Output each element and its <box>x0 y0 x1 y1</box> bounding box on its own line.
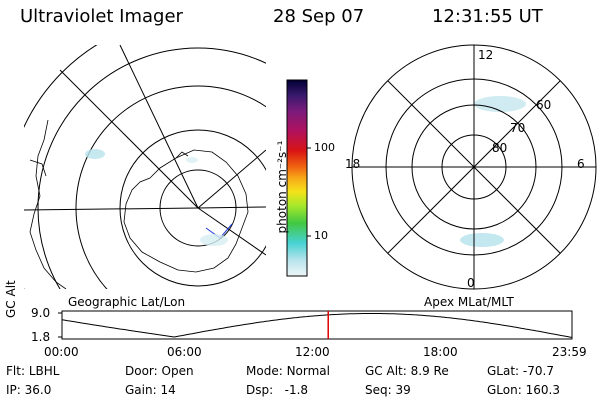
mlat-label-70: 70 <box>510 121 526 135</box>
continent-outline <box>29 119 67 289</box>
timeline-frame <box>61 310 573 340</box>
timeline-y-tick-min: 1.8 <box>31 330 51 344</box>
timeline-x-tick: 06:00 <box>167 345 202 359</box>
timeline-y-label: GC Alt <box>4 280 18 318</box>
colorbar <box>286 79 311 277</box>
mlt-label-12: 12 <box>478 48 494 62</box>
status-gain: Gain: 14 <box>125 383 176 397</box>
colorbar-tick-100: 100 <box>314 141 335 154</box>
mlat-label-60: 60 <box>536 98 552 112</box>
aurora-patch <box>200 234 228 246</box>
status-gc-alt: GC Alt: 8.9 Re <box>365 364 449 378</box>
mlt-label-18: 18 <box>345 157 361 171</box>
status-door: Door: Open <box>125 364 194 378</box>
timeline-x-tick: 00:00 <box>44 345 79 359</box>
aurora-patch <box>85 149 105 159</box>
colorbar-scale <box>286 79 308 277</box>
aurora-patch <box>474 96 526 112</box>
left-map-label: Geographic Lat/Lon <box>68 295 186 309</box>
timeline-x-tick: 18:00 <box>423 345 458 359</box>
mlat-label-80: 80 <box>492 141 508 155</box>
timeline-x-tick: 12:00 <box>295 345 330 359</box>
mlt-label-6: 6 <box>577 157 585 171</box>
status-ip: IP: 36.0 <box>6 383 52 397</box>
time-label: 12:31:55 UT <box>432 6 543 27</box>
colorbar-unit-label: photon cm⁻²s⁻¹ <box>275 140 289 234</box>
instrument-title: Ultraviolet Imager <box>20 6 183 27</box>
antarctica-outline <box>123 149 249 273</box>
right-map-label: Apex MLat/MLT <box>424 295 514 309</box>
orbit-altitude-curve <box>61 313 573 338</box>
status-glat: GLat: -70.7 <box>487 364 554 378</box>
timeline-x-tick: 23:59 <box>552 345 587 359</box>
timeline-y-tick-max: 9.0 <box>31 306 51 320</box>
status-dsp: Dsp: -1.8 <box>246 383 309 397</box>
magnetic-polar-map <box>351 44 597 290</box>
timeline-panel <box>58 310 573 340</box>
status-seq: Seq: 39 <box>365 383 411 397</box>
status-glon: GLon: 160.3 <box>487 383 560 397</box>
geographic-map <box>24 45 266 289</box>
colorbar-tick-10: 10 <box>314 229 328 242</box>
mlt-label-0: 0 <box>467 276 475 290</box>
date-label: 28 Sep 07 <box>273 6 365 27</box>
status-mode: Mode: Normal <box>246 364 330 378</box>
status-filter: Flt: LBHL <box>6 364 60 378</box>
aurora-patch <box>460 233 504 247</box>
